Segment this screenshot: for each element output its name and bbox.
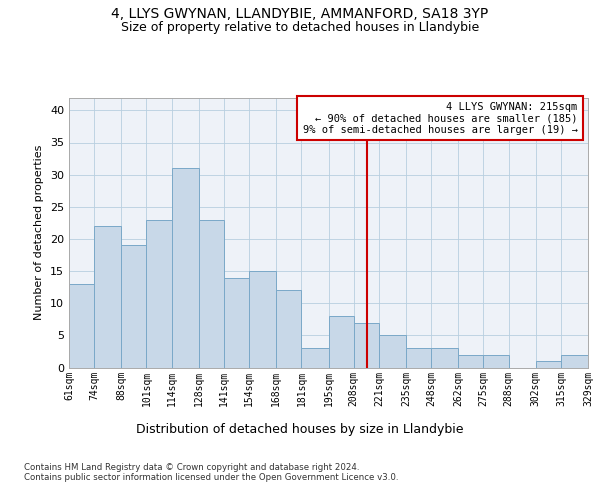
Text: 4, LLYS GWYNAN, LLANDYBIE, AMMANFORD, SA18 3YP: 4, LLYS GWYNAN, LLANDYBIE, AMMANFORD, SA… [112, 8, 488, 22]
Bar [431, 348, 458, 368]
Text: Size of property relative to detached houses in Llandybie: Size of property relative to detached ho… [121, 21, 479, 34]
Bar [172, 168, 199, 368]
Bar [121, 246, 146, 368]
Bar [379, 336, 406, 368]
Bar [588, 354, 600, 368]
Bar [69, 284, 94, 368]
Bar [146, 220, 172, 368]
Bar [301, 348, 329, 368]
Bar [458, 354, 484, 368]
Bar [536, 361, 561, 368]
Bar [406, 348, 431, 368]
Bar [353, 322, 379, 368]
Bar [199, 220, 224, 368]
Bar [329, 316, 353, 368]
Y-axis label: Number of detached properties: Number of detached properties [34, 145, 44, 320]
Bar [94, 226, 121, 368]
Bar [561, 354, 588, 368]
Bar [249, 271, 276, 368]
Bar [276, 290, 301, 368]
Text: Distribution of detached houses by size in Llandybie: Distribution of detached houses by size … [136, 422, 464, 436]
Bar [484, 354, 509, 368]
Text: Contains HM Land Registry data © Crown copyright and database right 2024.
Contai: Contains HM Land Registry data © Crown c… [24, 462, 398, 482]
Text: 4 LLYS GWYNAN: 215sqm
← 90% of detached houses are smaller (185)
9% of semi-deta: 4 LLYS GWYNAN: 215sqm ← 90% of detached … [302, 102, 578, 134]
Bar [224, 278, 249, 368]
